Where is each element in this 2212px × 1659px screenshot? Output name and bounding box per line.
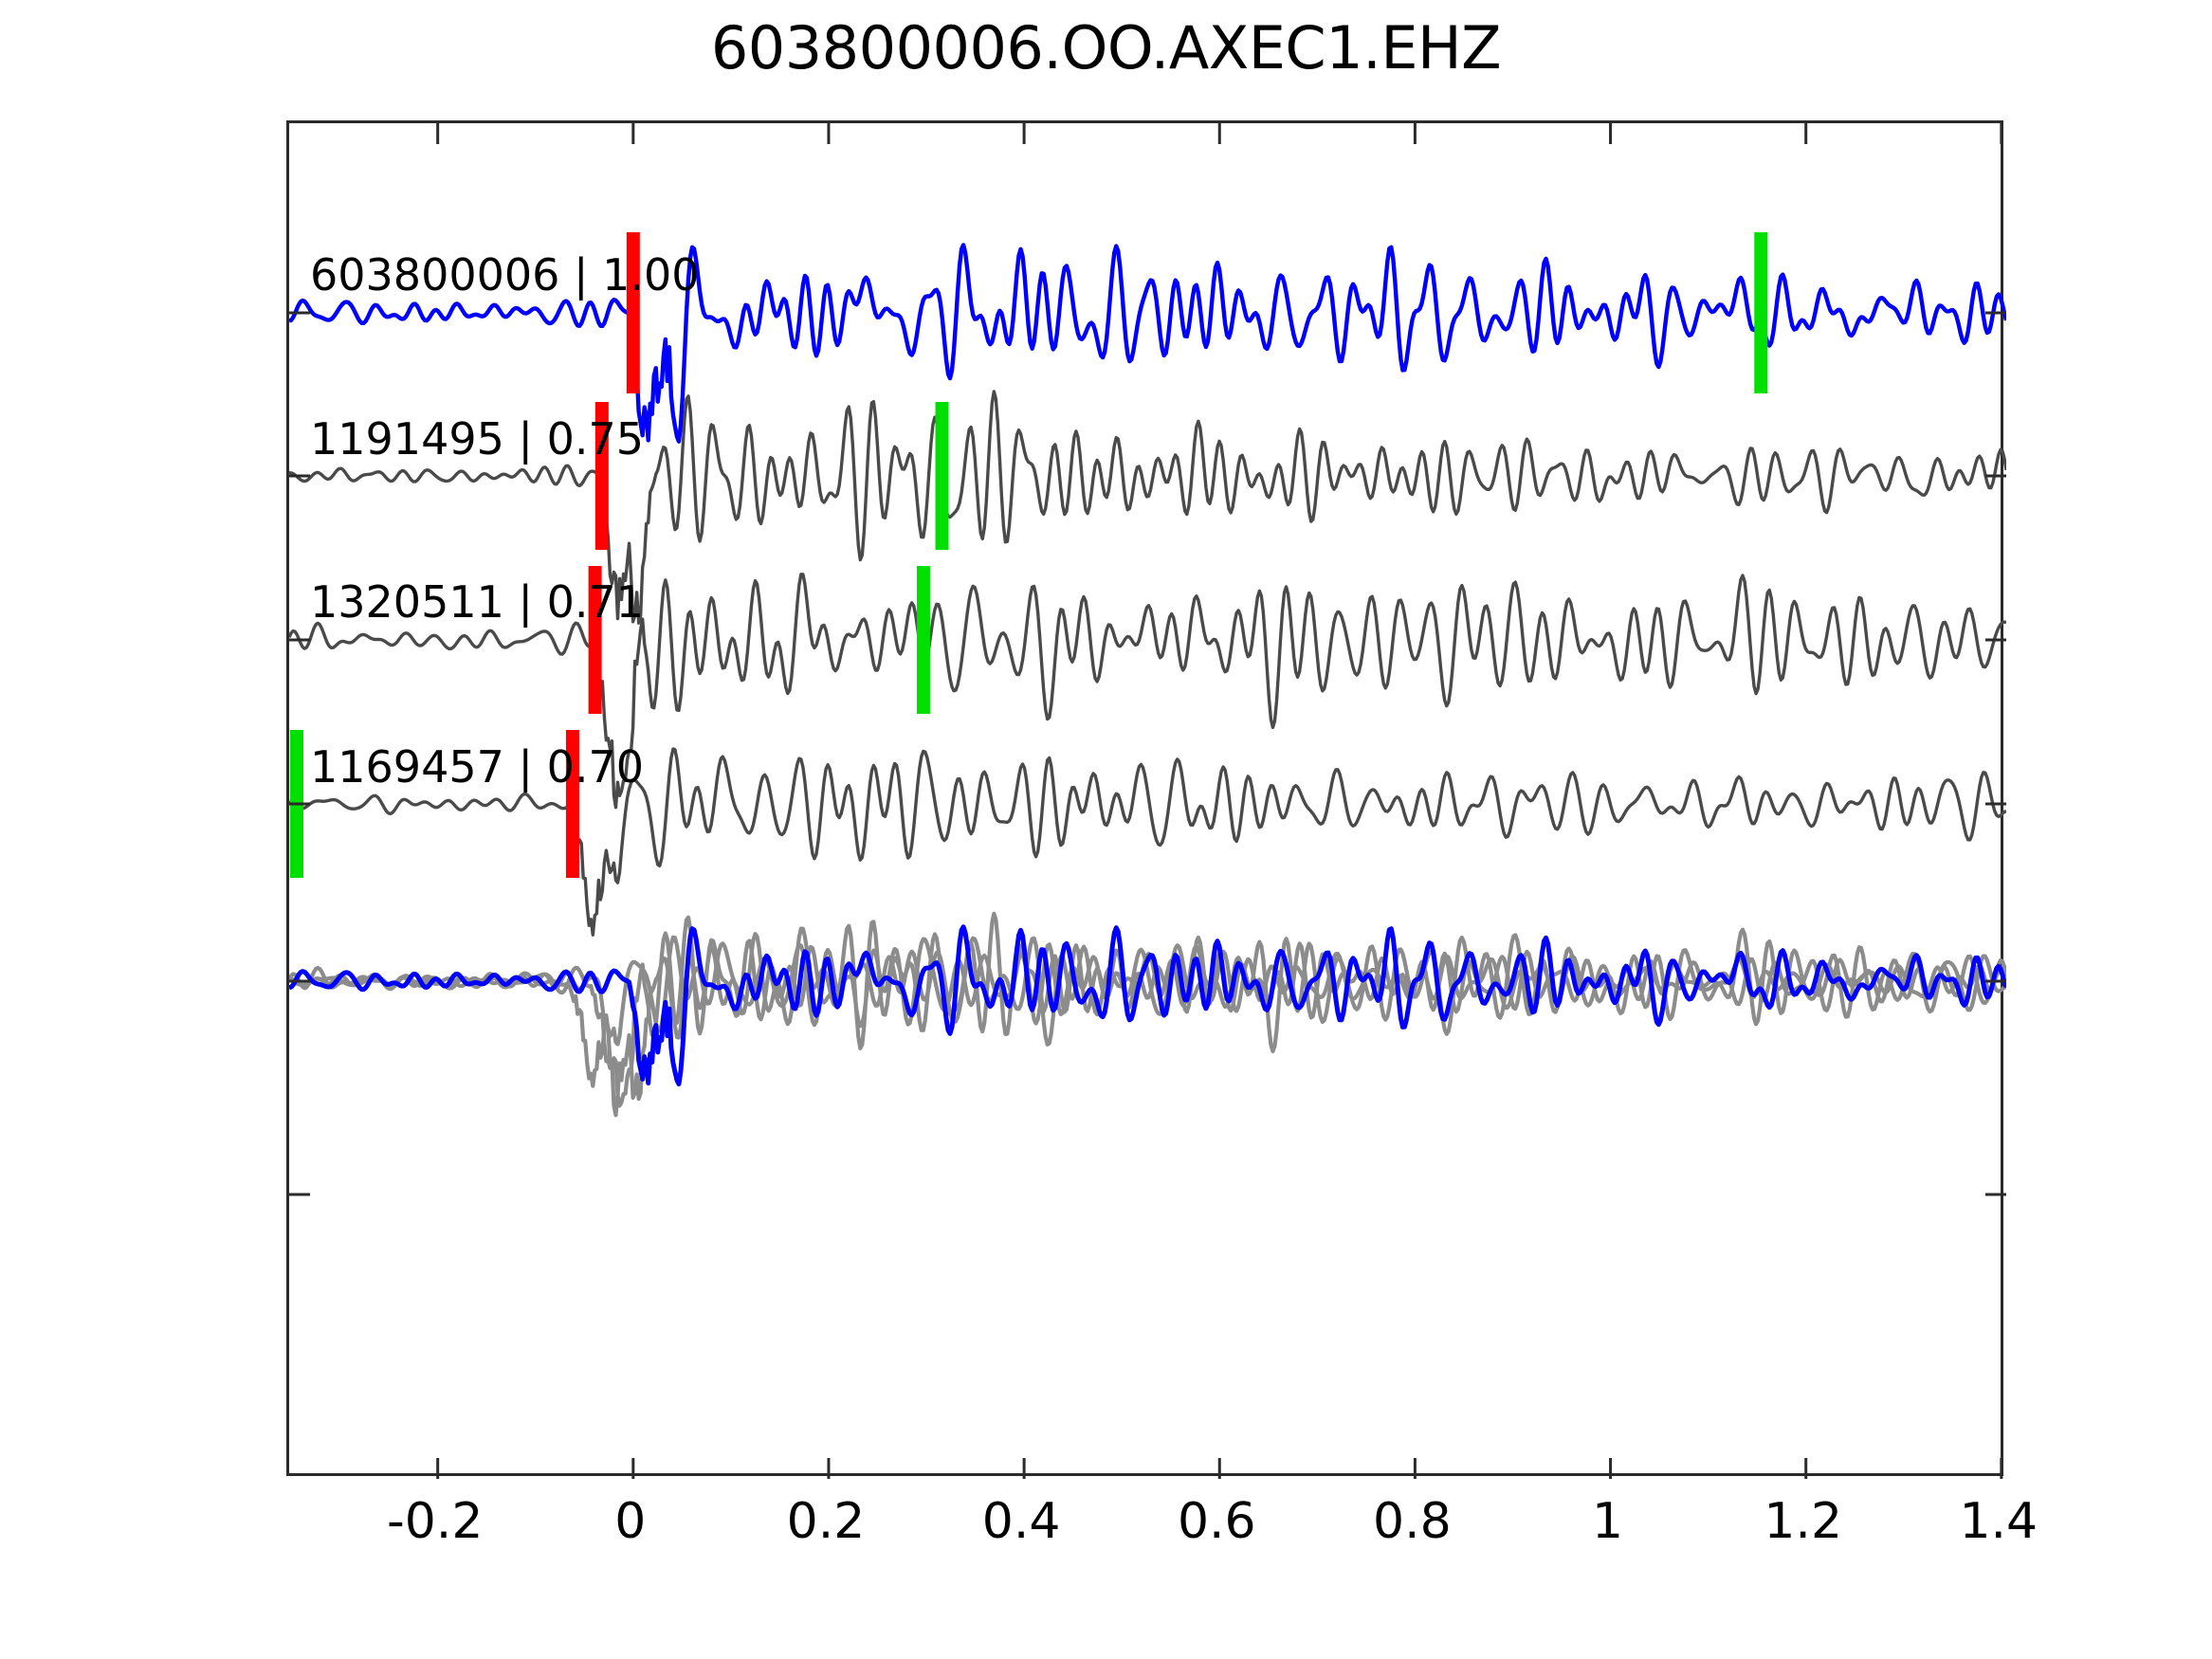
waveform-panel-4	[289, 911, 2006, 1118]
waveform-trace	[289, 390, 2006, 625]
x-tick-label: 0.8	[1373, 1493, 1452, 1550]
trace-label-603800006: 603800006 | 1.00	[310, 249, 700, 301]
waveform-panel-1	[289, 390, 2006, 625]
overlay-trace-template	[289, 924, 2006, 1087]
x-tick-label: 0	[614, 1493, 647, 1550]
overlay-trace-gray	[289, 935, 2006, 1088]
trace-label-1169457: 1169457 | 0.70	[310, 741, 645, 793]
plot-axes: 603800006 | 1.00 1191495 | 0.75 1320511 | …	[286, 120, 2006, 1479]
x-tick-label: -0.2	[386, 1493, 484, 1550]
waveform-trace	[289, 243, 2006, 444]
trace-label-1320511: 1320511 | 0.71	[310, 576, 645, 628]
x-tick-label-row: -0.2 0 0.2 0.4 0.6 0.8 1 1.2 1.4	[286, 1493, 2038, 1569]
waveform-panel-0	[289, 232, 2006, 444]
x-tick-label: 1.2	[1764, 1493, 1843, 1550]
s-pick-marker	[916, 566, 930, 714]
x-tick-label: 0.4	[981, 1493, 1061, 1550]
overlay-trace-gray	[289, 911, 2006, 1102]
waveform-trace	[289, 573, 2006, 810]
trace-label-1191495: 1191495 | 0.75	[310, 413, 645, 465]
x-tick-label: 0.2	[786, 1493, 866, 1550]
p-pick-marker	[594, 402, 609, 550]
waveform-panel-3	[289, 730, 2006, 937]
s-pick-marker	[935, 402, 949, 550]
waveform-panel-2	[289, 566, 2006, 810]
p-pick-marker	[565, 730, 579, 878]
x-tick-label: 1.4	[1959, 1493, 2038, 1550]
s-pick-marker	[1754, 232, 1768, 393]
page-title: 603800006.OO.AXEC1.EHZ	[710, 13, 1502, 82]
waveform-canvas	[289, 123, 2006, 1479]
x-tick-label: 0.6	[1177, 1493, 1256, 1550]
p-pick-marker	[626, 232, 640, 393]
p-pick-marker	[588, 566, 602, 714]
x-tick-label: 1	[1592, 1493, 1624, 1550]
